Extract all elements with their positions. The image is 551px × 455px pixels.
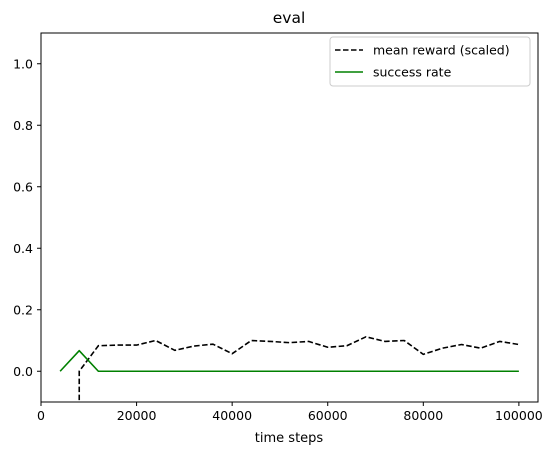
x-tick-label: 100000 xyxy=(495,408,543,423)
y-tick-label: 0.0 xyxy=(13,364,33,379)
y-tick-label: 1.0 xyxy=(13,56,33,71)
legend: mean reward (scaled) success rate xyxy=(329,36,531,87)
series-layer xyxy=(59,336,520,402)
y-tick-label: 0.8 xyxy=(13,118,33,133)
x-tick-label: 0 xyxy=(37,408,45,423)
x-tick-label: 60000 xyxy=(308,408,348,423)
series-line-1 xyxy=(59,349,519,373)
legend-label: success rate xyxy=(373,65,452,80)
series-line-0 xyxy=(78,336,520,402)
y-tick-label: 0.4 xyxy=(13,241,33,256)
legend-label: mean reward (scaled) xyxy=(373,43,510,58)
x-tick-label: 80000 xyxy=(403,408,443,423)
legend-box xyxy=(329,36,531,87)
y-tick-label: 0.2 xyxy=(13,302,33,317)
y-tick-label: 0.6 xyxy=(13,179,33,194)
plot-frame xyxy=(40,32,539,403)
x-axis: 0 20000 40000 60000 80000 100000 xyxy=(37,402,543,423)
chart-title: eval xyxy=(273,9,306,27)
x-axis-label: time steps xyxy=(255,431,324,446)
x-tick-label: 20000 xyxy=(117,408,157,423)
y-axis: 0.0 0.2 0.4 0.6 0.8 1.0 xyxy=(13,56,41,379)
x-tick-label: 40000 xyxy=(212,408,252,423)
